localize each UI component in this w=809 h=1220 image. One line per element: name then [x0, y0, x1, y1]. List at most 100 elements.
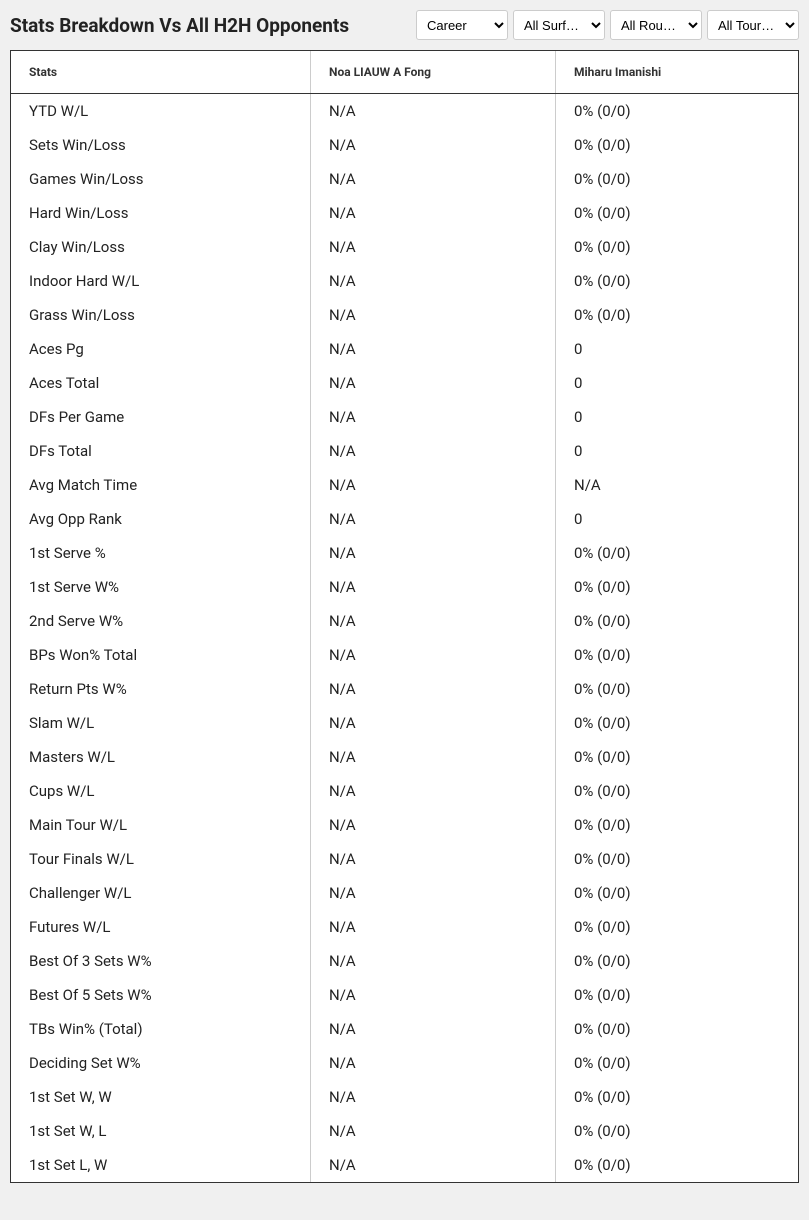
stat-label: Clay Win/Loss: [11, 230, 311, 264]
player2-value: 0% (0/0): [556, 1012, 798, 1046]
stat-label: Avg Match Time: [11, 468, 311, 502]
column-header-stats: Stats: [11, 51, 311, 93]
player2-value: 0% (0/0): [556, 876, 798, 910]
player1-value: N/A: [311, 774, 556, 808]
player1-value: N/A: [311, 1012, 556, 1046]
period-select[interactable]: Career: [416, 10, 508, 40]
stat-label: TBs Win% (Total): [11, 1012, 311, 1046]
table-header: Stats Noa LIAUW A Fong Miharu Imanishi: [11, 51, 798, 94]
table-row: Return Pts W%N/A0% (0/0): [11, 672, 798, 706]
table-row: 1st Set W, LN/A0% (0/0): [11, 1114, 798, 1148]
player1-value: N/A: [311, 1080, 556, 1114]
table-row: Main Tour W/LN/A0% (0/0): [11, 808, 798, 842]
table-row: 1st Set L, WN/A0% (0/0): [11, 1148, 798, 1182]
stat-label: Challenger W/L: [11, 876, 311, 910]
player2-value: 0% (0/0): [556, 978, 798, 1012]
table-row: 1st Serve W%N/A0% (0/0): [11, 570, 798, 604]
stat-label: Grass Win/Loss: [11, 298, 311, 332]
player2-value: 0: [556, 332, 798, 366]
player2-value: 0% (0/0): [556, 604, 798, 638]
player1-value: N/A: [311, 1148, 556, 1182]
player2-value: 0% (0/0): [556, 740, 798, 774]
stat-label: Deciding Set W%: [11, 1046, 311, 1080]
player2-value: 0: [556, 366, 798, 400]
table-row: Avg Match TimeN/AN/A: [11, 468, 798, 502]
player2-value: 0: [556, 434, 798, 468]
stat-label: Main Tour W/L: [11, 808, 311, 842]
player2-value: 0% (0/0): [556, 196, 798, 230]
stats-table: Stats Noa LIAUW A Fong Miharu Imanishi Y…: [10, 50, 799, 1183]
player1-value: N/A: [311, 1114, 556, 1148]
stat-label: BPs Won% Total: [11, 638, 311, 672]
table-row: Aces TotalN/A0: [11, 366, 798, 400]
table-row: Slam W/LN/A0% (0/0): [11, 706, 798, 740]
stat-label: Hard Win/Loss: [11, 196, 311, 230]
table-row: Games Win/LossN/A0% (0/0): [11, 162, 798, 196]
player2-value: 0% (0/0): [556, 944, 798, 978]
filters-container: Career All Surf… All Rou… All Tour…: [416, 10, 799, 40]
player2-value: 0% (0/0): [556, 706, 798, 740]
stat-label: 1st Set W, L: [11, 1114, 311, 1148]
stat-label: Aces Total: [11, 366, 311, 400]
player2-value: 0% (0/0): [556, 94, 798, 128]
player2-value: 0% (0/0): [556, 774, 798, 808]
stat-label: 1st Set L, W: [11, 1148, 311, 1182]
player2-value: 0: [556, 502, 798, 536]
player2-value: 0% (0/0): [556, 264, 798, 298]
table-row: Hard Win/LossN/A0% (0/0): [11, 196, 798, 230]
player1-value: N/A: [311, 230, 556, 264]
player2-value: 0% (0/0): [556, 536, 798, 570]
stat-label: Indoor Hard W/L: [11, 264, 311, 298]
player1-value: N/A: [311, 94, 556, 128]
player1-value: N/A: [311, 264, 556, 298]
table-row: DFs Per GameN/A0: [11, 400, 798, 434]
table-body: YTD W/LN/A0% (0/0)Sets Win/LossN/A0% (0/…: [11, 94, 798, 1182]
player1-value: N/A: [311, 128, 556, 162]
table-row: 2nd Serve W%N/A0% (0/0): [11, 604, 798, 638]
table-row: 1st Set W, WN/A0% (0/0): [11, 1080, 798, 1114]
table-row: Sets Win/LossN/A0% (0/0): [11, 128, 798, 162]
table-row: TBs Win% (Total)N/A0% (0/0): [11, 1012, 798, 1046]
stat-label: Tour Finals W/L: [11, 842, 311, 876]
player1-value: N/A: [311, 332, 556, 366]
surface-select[interactable]: All Surf…: [513, 10, 605, 40]
player1-value: N/A: [311, 672, 556, 706]
stat-label: 1st Serve %: [11, 536, 311, 570]
table-row: Tour Finals W/LN/A0% (0/0): [11, 842, 798, 876]
stat-label: 1st Serve W%: [11, 570, 311, 604]
tour-select[interactable]: All Tour…: [707, 10, 799, 40]
player1-value: N/A: [311, 366, 556, 400]
round-select[interactable]: All Rou…: [610, 10, 702, 40]
player2-value: 0% (0/0): [556, 128, 798, 162]
player2-value: 0: [556, 400, 798, 434]
table-row: Cups W/LN/A0% (0/0): [11, 774, 798, 808]
stat-label: Cups W/L: [11, 774, 311, 808]
player1-value: N/A: [311, 604, 556, 638]
stat-label: DFs Total: [11, 434, 311, 468]
stat-label: 2nd Serve W%: [11, 604, 311, 638]
player2-value: 0% (0/0): [556, 298, 798, 332]
table-row: Deciding Set W%N/A0% (0/0): [11, 1046, 798, 1080]
player1-value: N/A: [311, 570, 556, 604]
player2-value: 0% (0/0): [556, 910, 798, 944]
player1-value: N/A: [311, 434, 556, 468]
player1-value: N/A: [311, 910, 556, 944]
player1-value: N/A: [311, 502, 556, 536]
stat-label: Masters W/L: [11, 740, 311, 774]
player1-value: N/A: [311, 842, 556, 876]
player1-value: N/A: [311, 740, 556, 774]
table-row: Grass Win/LossN/A0% (0/0): [11, 298, 798, 332]
player2-value: 0% (0/0): [556, 230, 798, 264]
table-row: Best Of 5 Sets W%N/A0% (0/0): [11, 978, 798, 1012]
table-row: Clay Win/LossN/A0% (0/0): [11, 230, 798, 264]
player1-value: N/A: [311, 162, 556, 196]
player2-value: 0% (0/0): [556, 1148, 798, 1182]
stat-label: Futures W/L: [11, 910, 311, 944]
table-row: YTD W/LN/A0% (0/0): [11, 94, 798, 128]
table-row: 1st Serve %N/A0% (0/0): [11, 536, 798, 570]
player1-value: N/A: [311, 196, 556, 230]
table-row: Futures W/LN/A0% (0/0): [11, 910, 798, 944]
player1-value: N/A: [311, 944, 556, 978]
stat-label: Best Of 3 Sets W%: [11, 944, 311, 978]
player2-value: 0% (0/0): [556, 1114, 798, 1148]
